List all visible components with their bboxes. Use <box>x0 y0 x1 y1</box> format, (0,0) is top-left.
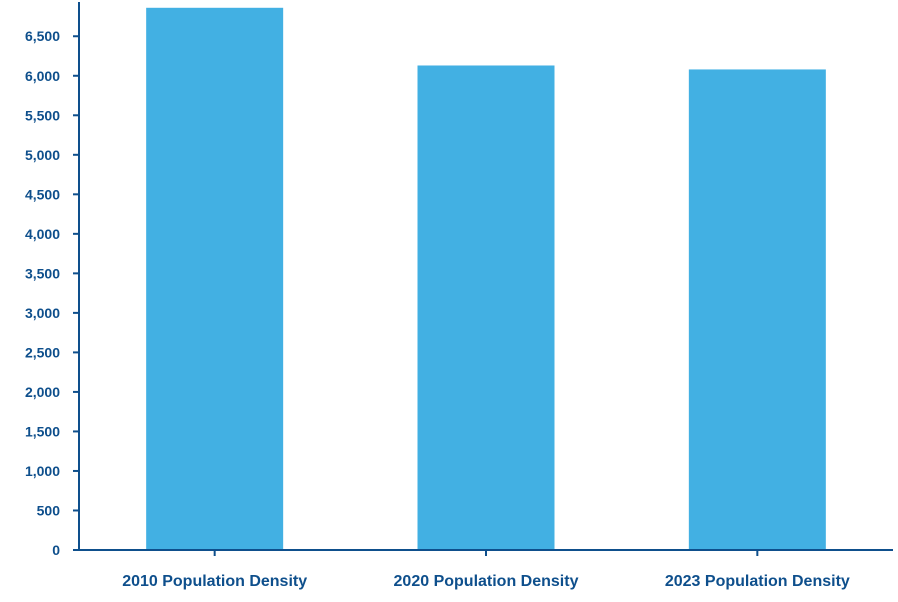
y-tick-label: 2,000 <box>25 384 60 400</box>
y-tick-label: 5,500 <box>25 107 60 123</box>
y-tick-label: 0 <box>52 542 60 558</box>
y-tick-label: 1,500 <box>25 423 60 439</box>
y-tick-label: 3,000 <box>25 305 60 321</box>
y-tick-label: 4,000 <box>25 226 60 242</box>
y-tick-label: 2,500 <box>25 344 60 360</box>
bars-layer <box>146 7 826 551</box>
x-tick-label: 2023 Population Density <box>665 573 850 590</box>
y-tick-label: 500 <box>37 502 61 518</box>
y-tick-label: 4,500 <box>25 186 60 202</box>
axes-layer <box>73 2 893 556</box>
y-tick-label: 3,500 <box>25 265 60 281</box>
y-tick-label: 5,000 <box>25 147 60 163</box>
x-tick-label: 2020 Population Density <box>394 573 579 590</box>
y-tick-label: 6,000 <box>25 68 60 84</box>
x-tick-label: 2010 Population Density <box>122 573 307 590</box>
labels-layer: 0 500 1,000 1,500 2,000 2,500 3,000 3,500 4,000 4… <box>25 28 850 590</box>
y-tick-label: 6,500 <box>25 28 60 44</box>
bar-1 <box>146 7 284 550</box>
bar-2 <box>417 65 555 551</box>
bar-3 <box>688 69 826 551</box>
y-tick-label: 1,000 <box>25 463 60 479</box>
